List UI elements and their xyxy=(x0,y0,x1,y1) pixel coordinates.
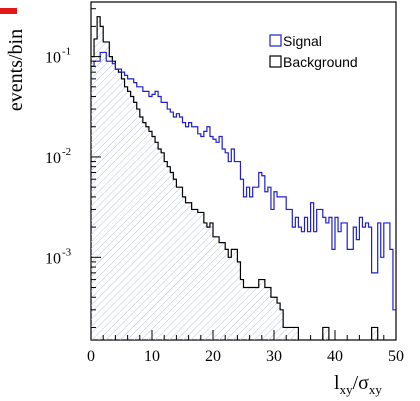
y-tick-exponent: -2 xyxy=(62,146,71,158)
series-background-line xyxy=(91,16,379,340)
y-tick-label: 10 xyxy=(45,50,61,67)
y-tick-exponent: -3 xyxy=(62,246,72,258)
y-axis: 10-110-210-3 xyxy=(45,8,101,328)
legend-item-signal: Signal xyxy=(269,33,322,49)
y-axis-label: events/bin xyxy=(5,29,27,111)
x-tick-label: 0 xyxy=(87,348,95,365)
legend-swatch-background xyxy=(269,55,282,68)
x-axis-label-main-sub: xy xyxy=(340,382,354,397)
series-signal-line xyxy=(91,51,396,311)
legend-swatch-signal xyxy=(269,34,282,47)
x-axis-label-sep: /σ xyxy=(353,372,370,394)
x-axis-label: lxy/σxy xyxy=(334,372,382,397)
legend-label-background: Background xyxy=(283,54,358,70)
legend: Signal Background xyxy=(269,33,358,70)
x-axis-label-den-sub: xy xyxy=(369,382,383,397)
x-tick-label: 30 xyxy=(266,348,282,365)
legend-item-background: Background xyxy=(269,54,358,70)
y-tick-exponent: -1 xyxy=(62,46,71,58)
corner-mark xyxy=(0,8,17,14)
x-tick-label: 10 xyxy=(144,348,160,365)
x-tick-label: 50 xyxy=(388,348,404,365)
x-tick-label: 40 xyxy=(327,348,343,365)
y-tick-label: 10 xyxy=(45,250,61,267)
x-tick-label: 20 xyxy=(205,348,221,365)
background-fill xyxy=(91,16,396,340)
x-axis: 0 10 20 30 40 50 xyxy=(87,330,404,365)
x-axis-label-main: l xyxy=(334,372,340,394)
y-tick-label: 10 xyxy=(45,150,61,167)
legend-label-signal: Signal xyxy=(283,33,322,49)
